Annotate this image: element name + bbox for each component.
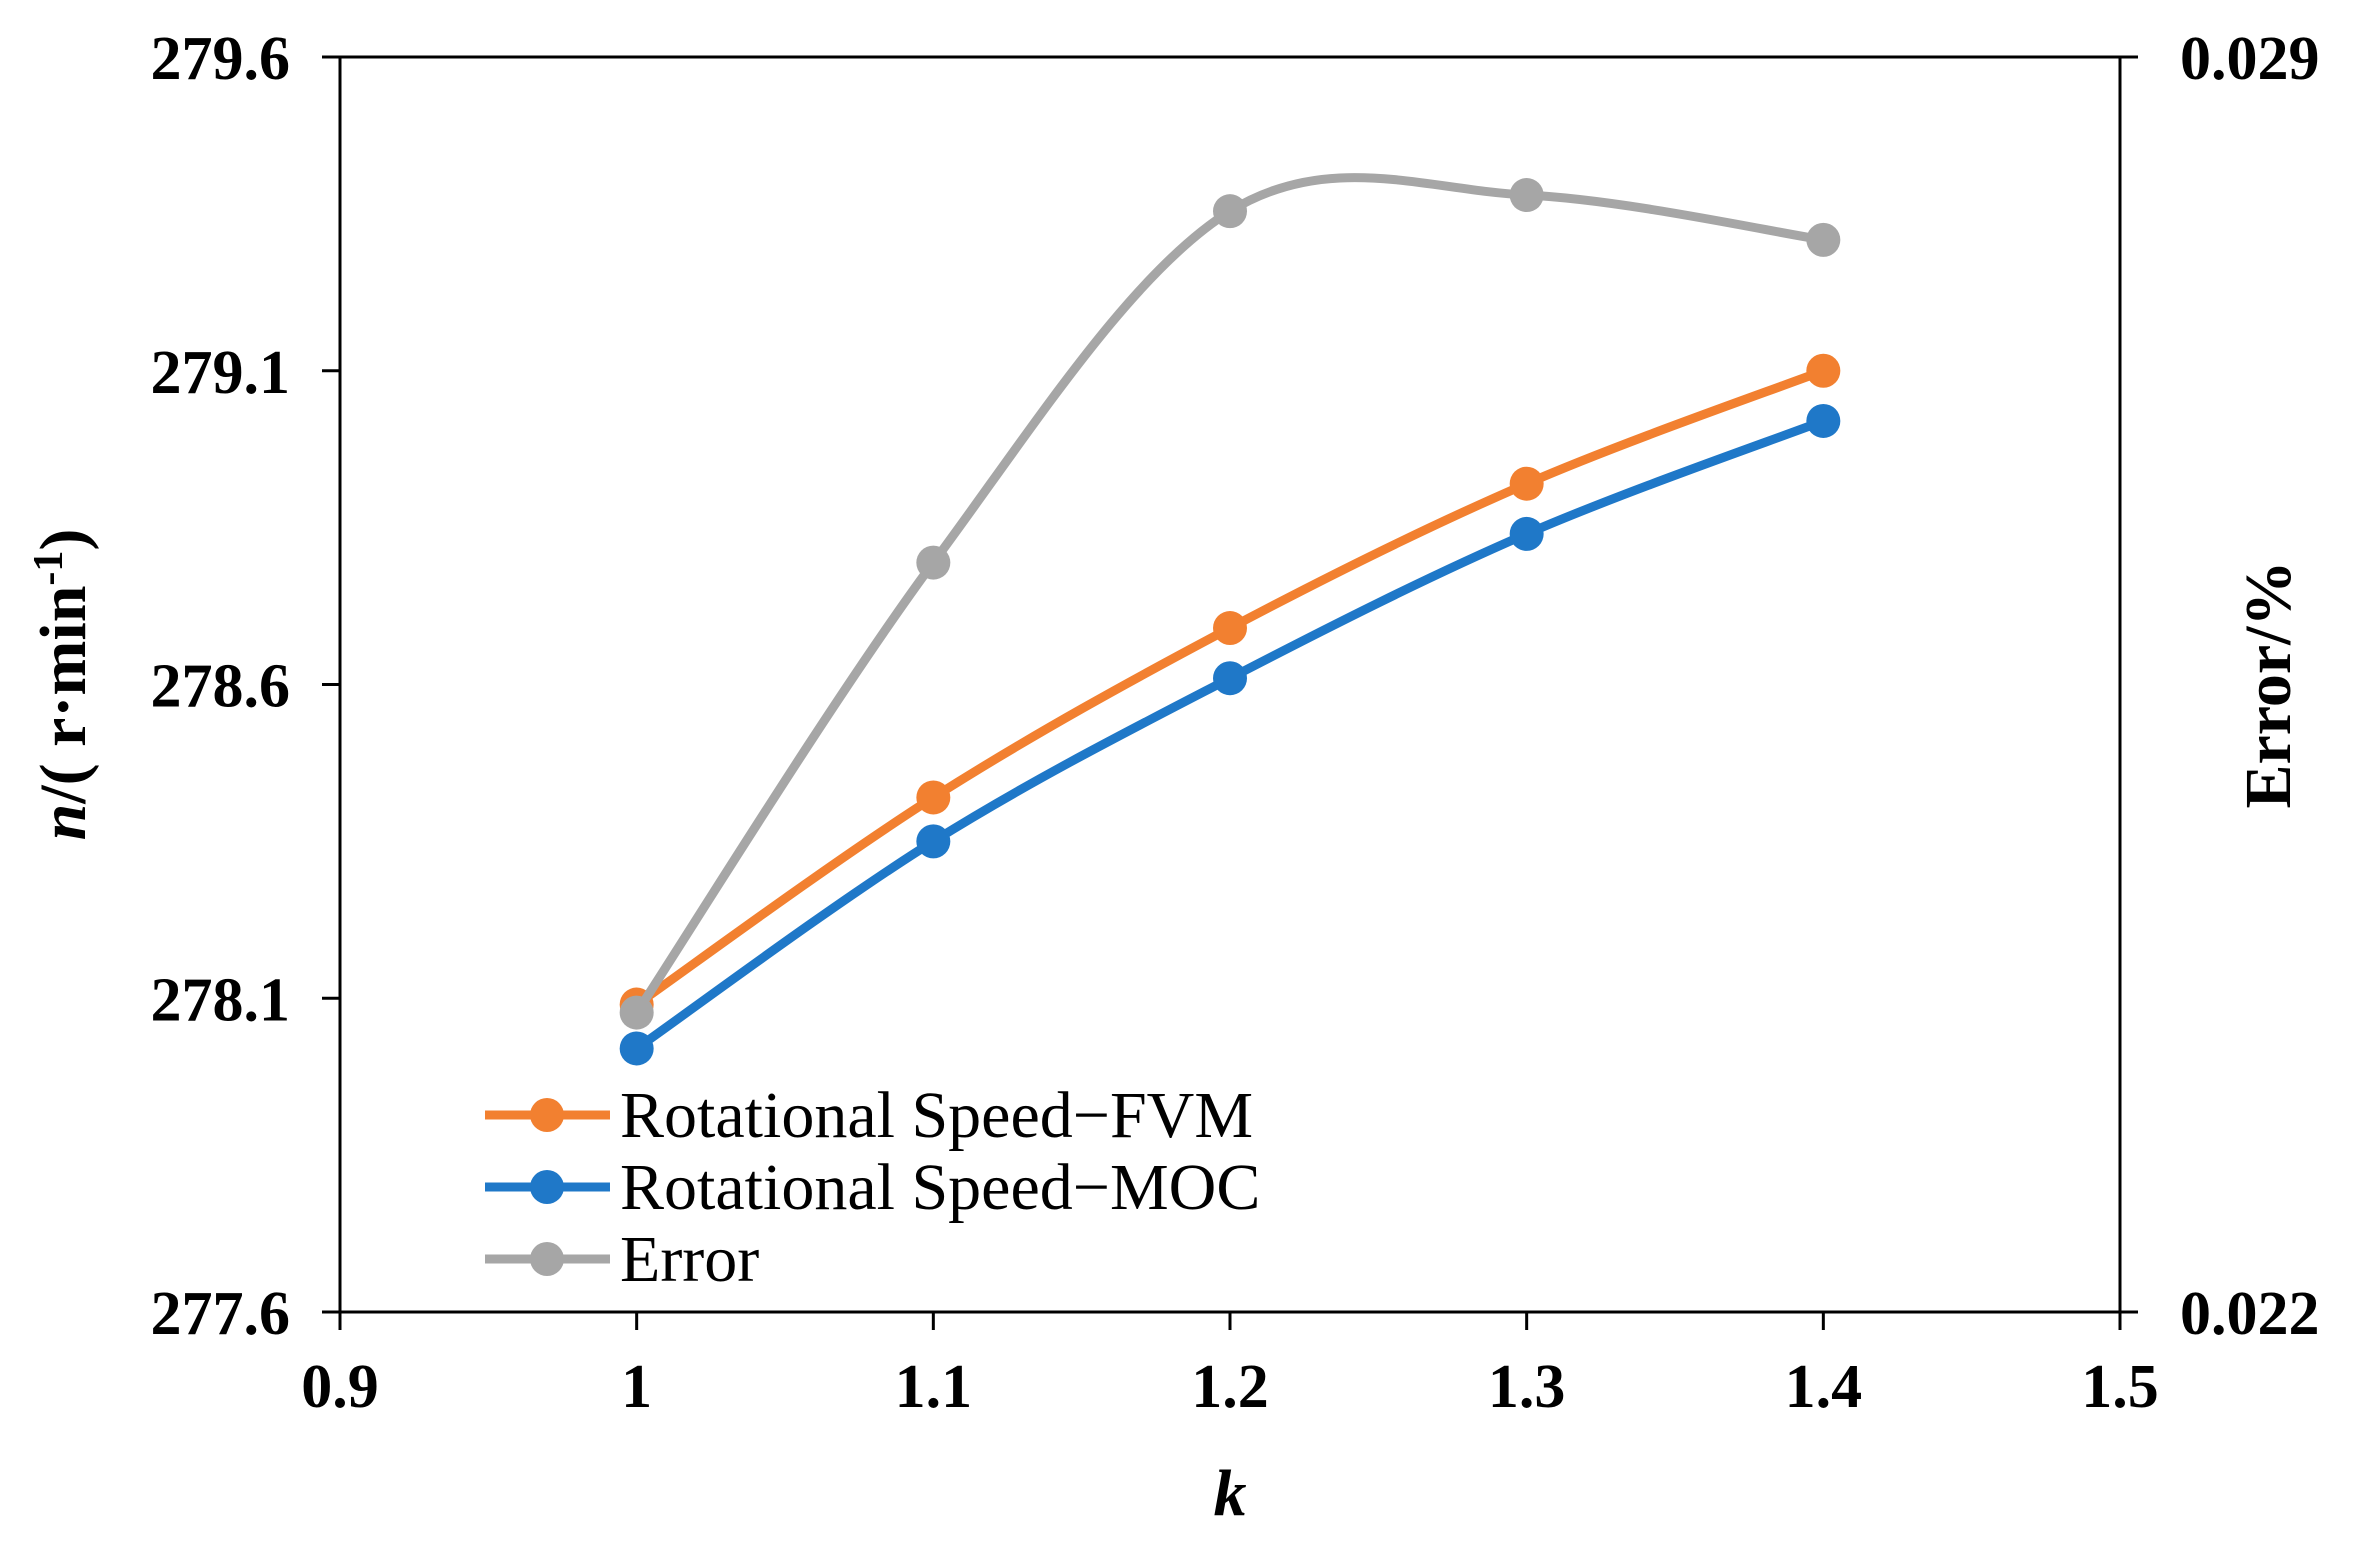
legend-item: Rotational Speed−FVM [485,1079,1253,1152]
data-point [619,995,654,1030]
y-left-tick-label: 278.6 [151,653,291,721]
series-0 [619,353,1841,1022]
y-left-axis-title-rest: /( r·min [27,586,100,805]
data-point [1213,661,1247,696]
y-left-tick-label: 278.1 [151,966,291,1034]
x-tick-label: 1.1 [895,1353,973,1421]
y-left-tick-label: 279.1 [151,339,291,407]
x-tick-label: 0.9 [301,1353,379,1421]
y-left-axis-title-italic: n [27,804,100,841]
data-point [916,545,951,580]
data-point [1806,222,1841,257]
legend-swatch-marker [530,1242,564,1276]
x-axis-title: k [1214,1457,1247,1530]
data-point [1213,194,1247,229]
legend-label: Rotational Speed−MOC [620,1151,1260,1224]
y-left-axis-ticks: 277.6 278.1 278.6 279.1 279.6 [151,25,340,1348]
legend-label: Rotational Speed−FVM [620,1079,1253,1152]
legend-swatch-marker [530,1098,564,1132]
legend-item: Error [485,1223,759,1296]
legend-label: Error [620,1223,759,1296]
y-left-tick-label: 279.6 [151,25,291,93]
series-line [632,173,1825,1016]
data-point [1509,516,1544,551]
series-layer [619,173,1841,1066]
y-left-axis-title-sup: -1 [26,551,72,586]
data-point [1509,178,1544,213]
y-right-axis-title: Error/% [2232,560,2305,808]
y-right-tick-label: 0.029 [2180,25,2320,93]
x-tick-label: 1.5 [2081,1353,2159,1421]
y-right-tick-label: 0.022 [2180,1280,2320,1348]
x-tick-label: 1.2 [1191,1353,1269,1421]
x-tick-label: 1.3 [1488,1353,1566,1421]
x-axis-ticks: 0.9 1 1.1 1.2 1.3 1.4 1.5 [301,1312,2159,1421]
series-1 [619,403,1841,1066]
data-point [916,780,951,815]
series-2 [619,173,1841,1030]
data-point [1806,353,1841,388]
data-point [1806,403,1841,438]
data-point [916,824,951,859]
y-left-axis-title: n/( r·min-1) [26,529,100,841]
legend-item: Rotational Speed−MOC [485,1151,1260,1224]
data-point [1509,466,1544,501]
y-left-tick-label: 277.6 [151,1280,291,1348]
data-point [1213,611,1247,646]
data-point [619,1031,654,1066]
x-tick-label: 1 [621,1353,652,1421]
x-tick-label: 1.4 [1785,1353,1863,1421]
legend-swatch-marker [530,1170,564,1204]
y-right-axis-ticks: 0.022 0.029 [2120,25,2320,1348]
y-left-axis-title-close: ) [27,529,100,551]
